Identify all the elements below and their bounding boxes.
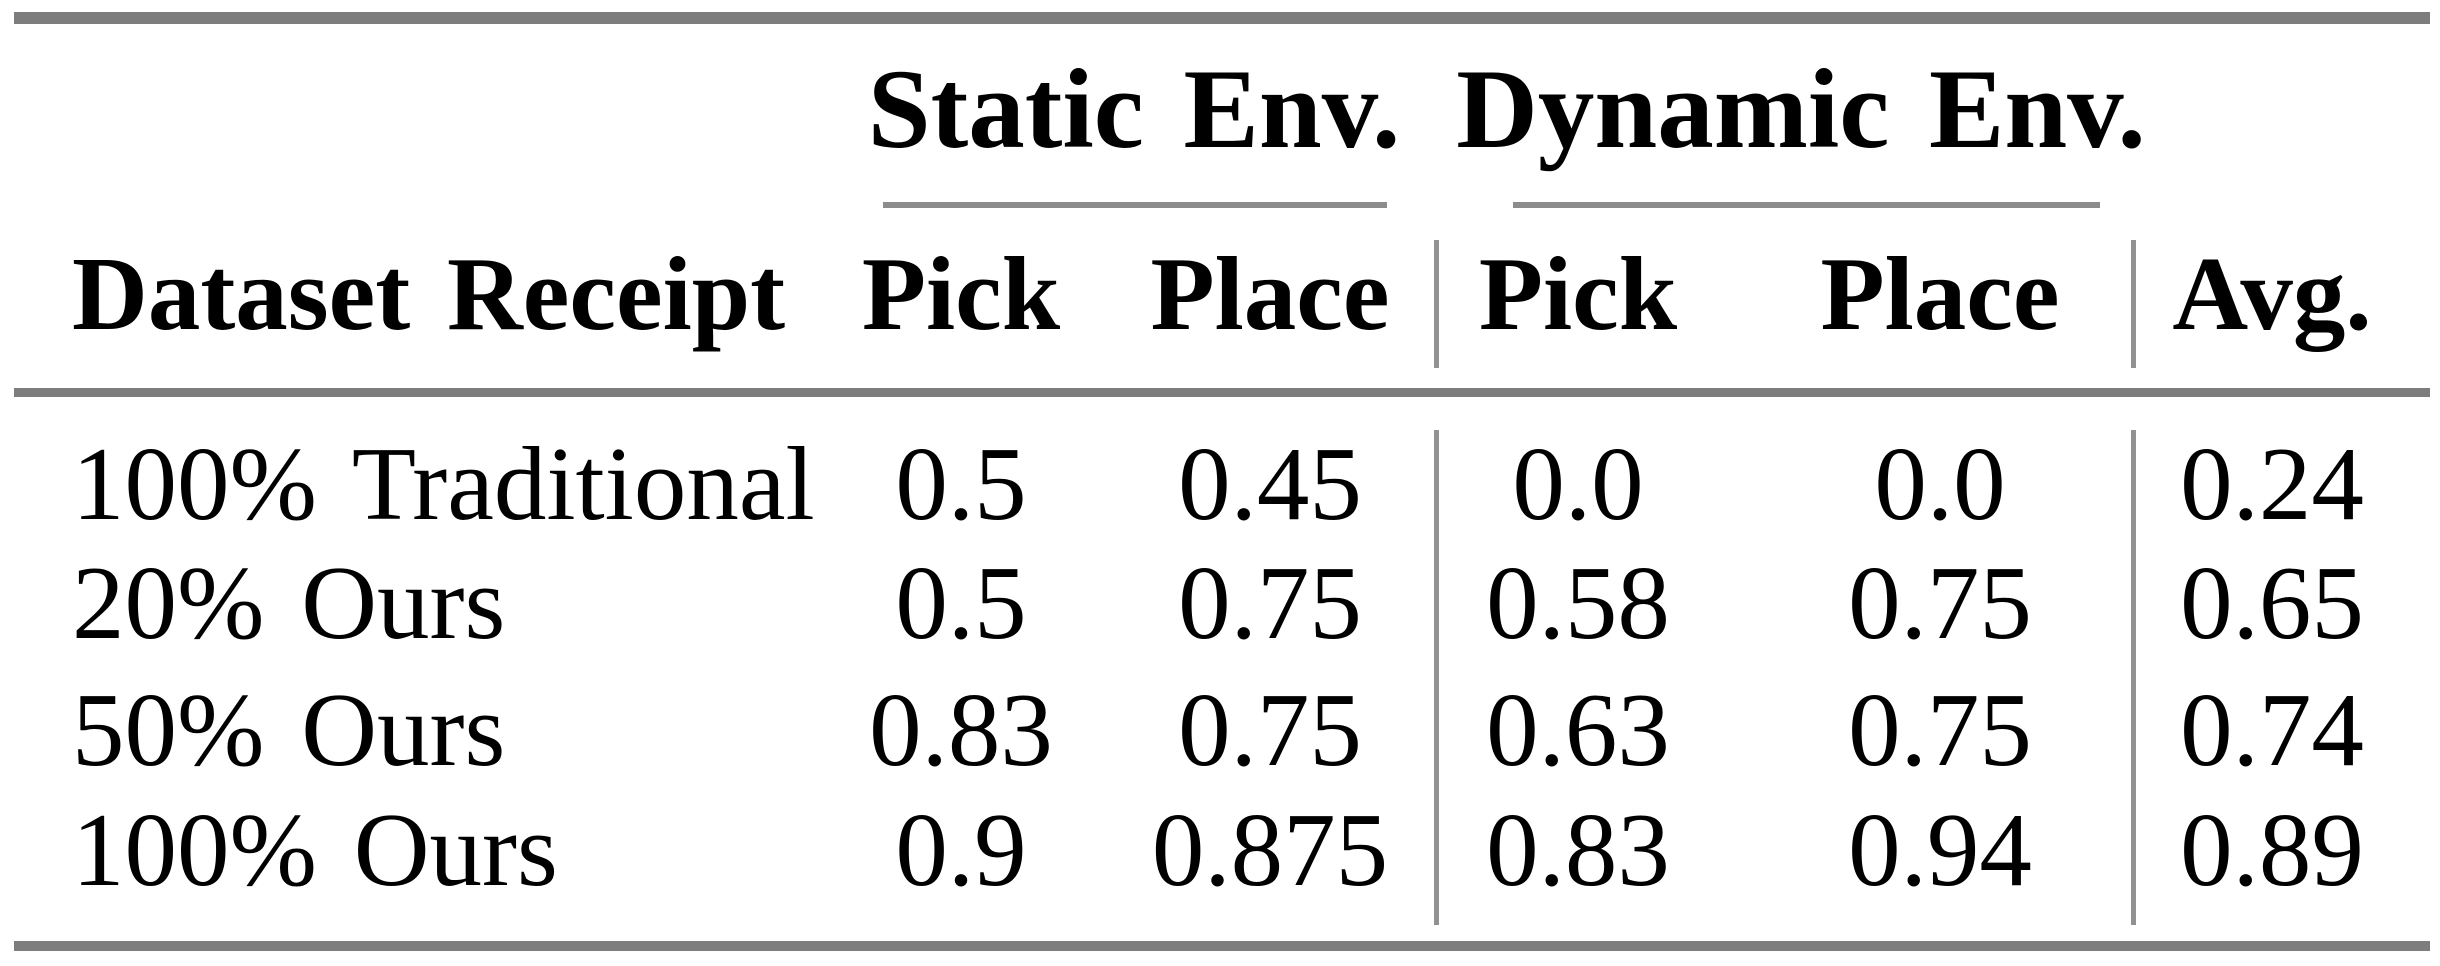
cell-avg: 0.74 [2180, 671, 2364, 788]
header-divider-static-dynamic [1434, 240, 1439, 368]
cell-dynamic-pick: 0.0 [1512, 425, 1644, 542]
header-avg: Avg. [2172, 235, 2372, 352]
table-top-rule [14, 12, 2430, 24]
header-dynamic-place: Place [1820, 235, 2060, 352]
cell-dynamic-place: 0.75 [1848, 671, 2032, 788]
column-group-dynamic-env: Dynamic Env. [1456, 47, 2146, 172]
body-divider-avg [2131, 430, 2136, 925]
column-group-static-env: Static Env. [867, 47, 1401, 172]
row-label: 100% Ours [72, 791, 558, 908]
body-divider-static-dynamic [1434, 430, 1439, 925]
cell-static-pick: 0.83 [869, 671, 1053, 788]
table-bottom-rule [14, 941, 2430, 951]
row-label: 20% Ours [72, 544, 506, 661]
cell-dynamic-pick: 0.58 [1486, 544, 1670, 661]
header-divider-avg [2131, 240, 2136, 368]
cell-dynamic-place: 0.75 [1848, 544, 2032, 661]
table-mid-rule [14, 388, 2430, 397]
cell-avg: 0.65 [2180, 544, 2364, 661]
cell-dynamic-pick: 0.63 [1486, 671, 1670, 788]
cell-dynamic-place: 0.94 [1848, 791, 2032, 908]
static-env-underline [883, 202, 1387, 208]
dynamic-env-underline [1513, 202, 2100, 208]
header-static-pick: Pick [861, 235, 1061, 352]
cell-static-place: 0.75 [1178, 544, 1362, 661]
row-label: 100% Traditional [72, 425, 815, 542]
cell-static-place: 0.75 [1178, 671, 1362, 788]
header-static-place: Place [1150, 235, 1390, 352]
cell-avg: 0.24 [2180, 425, 2364, 542]
cell-static-place: 0.45 [1178, 425, 1362, 542]
cell-dynamic-place: 0.0 [1874, 425, 2006, 542]
cell-static-place: 0.875 [1151, 791, 1389, 908]
row-label: 50% Ours [72, 671, 506, 788]
header-dynamic-pick: Pick [1478, 235, 1678, 352]
cell-static-pick: 0.5 [895, 425, 1027, 542]
cell-static-pick: 0.9 [895, 791, 1027, 908]
cell-avg: 0.89 [2180, 791, 2364, 908]
row-header-dataset-receipt: Dataset Receipt [72, 235, 786, 352]
cell-dynamic-pick: 0.83 [1486, 791, 1670, 908]
cell-static-pick: 0.5 [895, 544, 1027, 661]
